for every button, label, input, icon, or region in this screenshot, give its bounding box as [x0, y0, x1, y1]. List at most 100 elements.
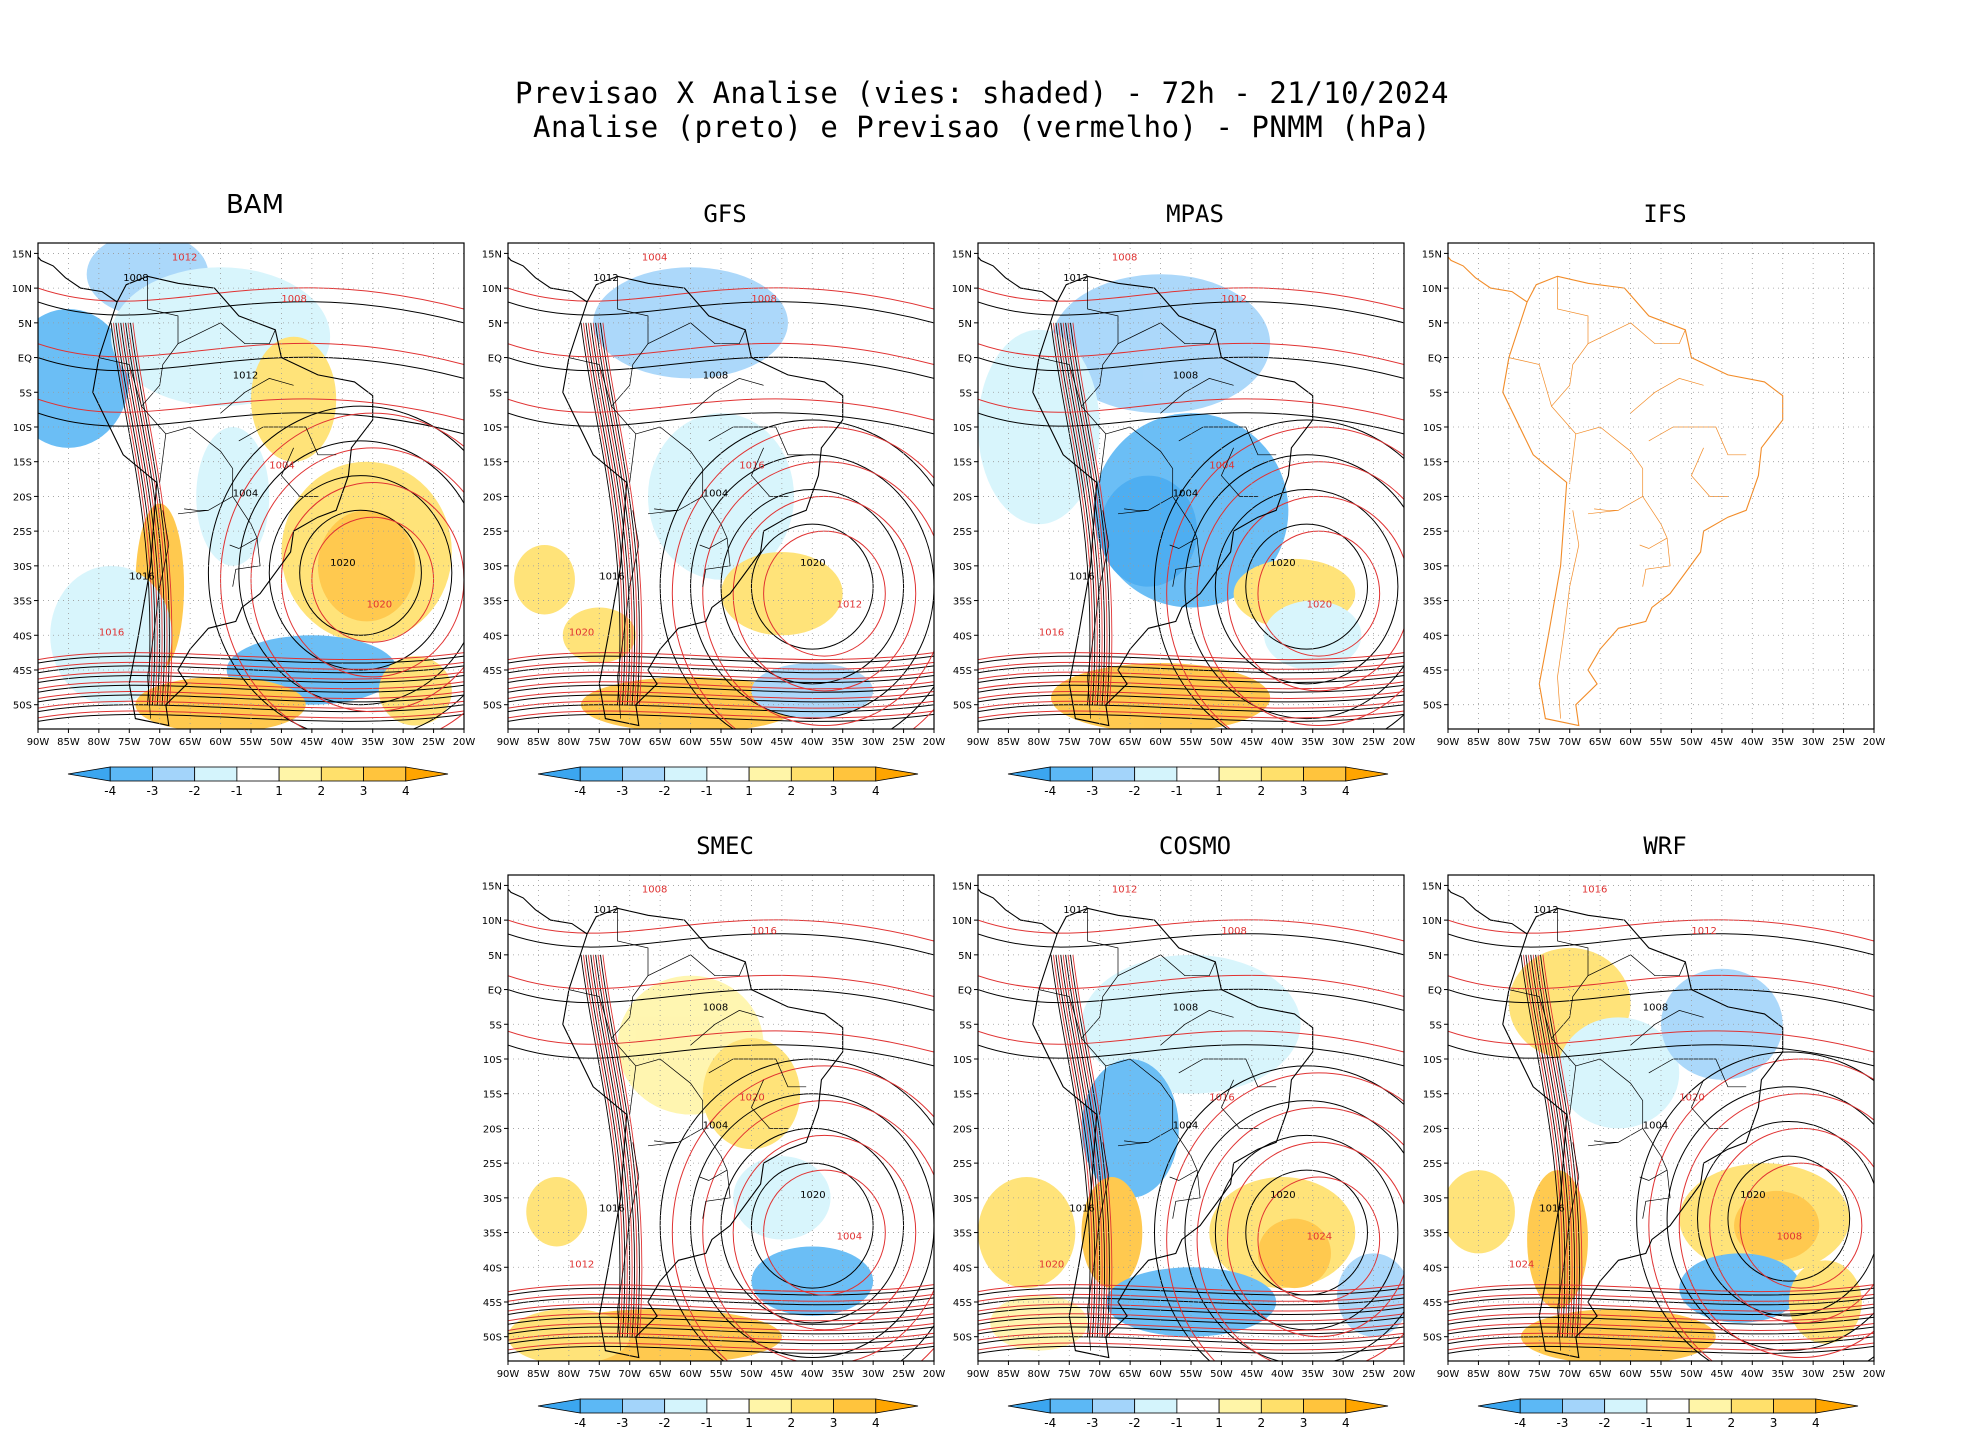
analysis-isobar — [978, 1307, 1404, 1315]
analysis-isobar — [508, 988, 934, 1011]
country-border — [1105, 1058, 1174, 1147]
lon-label: 65W — [649, 1369, 672, 1380]
colorbar-segment — [1049, 1398, 1093, 1414]
colorbar-segment — [833, 1398, 877, 1414]
lat-label: 15S — [953, 458, 972, 469]
lon-label: 45W — [1711, 737, 1734, 748]
forecast-isobar — [978, 1313, 1404, 1322]
isobar-label: 1012 — [172, 252, 197, 263]
isobar-label: 1024 — [1509, 1259, 1534, 1270]
colorbar-label: 1 — [745, 784, 753, 798]
coastline — [38, 256, 118, 303]
colorbar-segment — [875, 766, 919, 782]
lat-label: 30S — [953, 562, 972, 573]
lat-label: 30S — [953, 1194, 972, 1205]
forecast-isobar — [1053, 954, 1093, 1337]
country-border — [1642, 1170, 1671, 1219]
lat-label: EQ — [958, 354, 972, 365]
forecast-isobar — [38, 398, 464, 421]
lat-label: 15S — [483, 1090, 502, 1101]
forecast-isobar — [978, 1293, 1404, 1302]
bias-patch — [990, 1295, 1088, 1351]
analysis-isobar — [38, 356, 464, 379]
analysis-isobar — [508, 933, 934, 956]
isobar-label: 1008 — [703, 370, 728, 381]
forecast-isobar — [38, 671, 464, 680]
analysis-isobar — [1448, 988, 1874, 1011]
forecast-isobar — [978, 919, 1404, 942]
bias-patch — [978, 1177, 1076, 1289]
country-border — [690, 378, 764, 414]
lat-label: 5N — [1428, 319, 1442, 330]
forecast-isobar — [763, 530, 886, 657]
coastline — [1502, 907, 1784, 1359]
colorbar-label: 3 — [1300, 784, 1308, 798]
lat-label: 15S — [1423, 1090, 1442, 1101]
isobar-label: 1004 — [1643, 1120, 1668, 1131]
colorbar-bam: -4 -3 -2 -1 1 2 3 4 — [67, 766, 449, 798]
lon-label: 45W — [1711, 1369, 1734, 1380]
lat-label: 45S — [953, 1298, 972, 1309]
lat-label: 10N — [952, 284, 972, 295]
lat-label: 25S — [13, 527, 32, 538]
isobars — [38, 287, 464, 729]
lon-label: 25W — [892, 737, 915, 748]
forecast-isobar — [113, 322, 153, 705]
lat-label: 10N — [12, 284, 32, 295]
isobar-label: 1020 — [800, 1190, 825, 1201]
lat-label: 5N — [1428, 951, 1442, 962]
bias-patch — [1661, 968, 1783, 1080]
isobar-label: 1008 — [123, 273, 148, 284]
lat-label: 20S — [953, 1124, 972, 1135]
forecast-isobar — [508, 287, 934, 310]
panel-gfs: GFS 1012 1008 1004 1016 1020 1004 1008 1016 1020… — [470, 200, 950, 800]
lat-label: 15N — [952, 249, 972, 260]
lat-label: 15S — [483, 458, 502, 469]
forecast-isobar — [978, 700, 1404, 709]
lon-label: 50W — [1210, 1369, 1233, 1380]
country-border — [702, 538, 731, 587]
bias-patch — [50, 565, 172, 705]
analysis-isobar — [1055, 954, 1096, 1337]
lon-label: 75W — [1528, 1369, 1551, 1380]
analysis-isobar — [508, 1345, 934, 1354]
lat-label: 15N — [12, 249, 32, 260]
colorbar-segment — [748, 766, 792, 782]
colorbar-segment — [1007, 766, 1051, 782]
colorbar-label: -1 — [1171, 1416, 1183, 1430]
lon-label: 55W — [710, 1369, 733, 1380]
lon-label: 20W — [1393, 1369, 1416, 1380]
isobar-label: 1012 — [1691, 926, 1716, 937]
forecast-isobar — [508, 681, 934, 690]
lon-label: 80W — [1498, 1369, 1521, 1380]
colorbar-segment — [405, 766, 449, 782]
lat-label: 15N — [482, 881, 502, 892]
country-border — [699, 496, 728, 549]
lon-label: 35W — [1301, 737, 1324, 748]
analysis-isobar — [1520, 954, 1561, 1337]
country-border — [1557, 276, 1589, 344]
analysis-isobar — [978, 301, 1404, 324]
map-content: 1012 1008 1004 1016 1020 1016 1012 1020 1024 1008 — [1448, 875, 1874, 1361]
forecast-isobar — [978, 342, 1404, 365]
lat-label: 10S — [1423, 1055, 1442, 1066]
isobar-label: 1008 — [1643, 1002, 1668, 1013]
lon-label: 50W — [740, 1369, 763, 1380]
country-border — [1124, 508, 1149, 511]
analysis-isobar — [508, 356, 934, 379]
isobar-label: 1008 — [1112, 252, 1137, 263]
analysis-isobar — [38, 704, 464, 713]
forecast-isobar — [508, 700, 934, 709]
lon-label: 70W — [1088, 737, 1111, 748]
forecast-isobar — [250, 447, 464, 713]
lat-label: 35S — [483, 1229, 502, 1240]
country-border — [690, 1010, 764, 1046]
analysis-isobar — [508, 684, 934, 693]
lon-label: 25W — [892, 1369, 915, 1380]
lat-label: 25S — [953, 1159, 972, 1170]
bias-patch — [702, 1038, 801, 1150]
forecast-isobar — [671, 1065, 934, 1361]
lon-label: 55W — [710, 737, 733, 748]
forecast-isobar — [978, 1323, 1404, 1331]
panel-smec: SMEC 1012 1008 1004 1016 1020 1008 1016 1020 101… — [470, 832, 950, 1432]
